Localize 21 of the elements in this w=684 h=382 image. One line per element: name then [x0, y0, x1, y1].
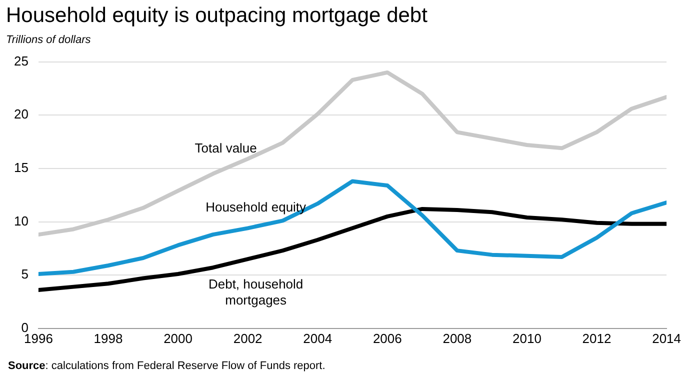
x-tick-label: 2012: [582, 330, 612, 346]
x-tick-label: 2006: [372, 330, 402, 346]
y-tick-label: 10: [14, 213, 28, 228]
y-tick-label: 25: [14, 53, 28, 68]
series-label: Total value: [194, 140, 257, 156]
x-tick-label: 2010: [512, 330, 542, 346]
x-tick-label: 2000: [164, 330, 192, 346]
y-tick-label: 5: [21, 266, 28, 282]
y-tick-label: 15: [14, 160, 28, 176]
x-tick-label: 2008: [442, 330, 472, 346]
x-tick-label: 2004: [303, 330, 332, 346]
x-tick-label: 2002: [233, 330, 262, 346]
x-tick-label: 1998: [94, 330, 123, 346]
series-label: Debt, household mortgages: [208, 276, 304, 308]
series-label: Household equity: [206, 200, 307, 215]
source-note: Source: calculations from Federal Reserve Flow of Funds report.: [8, 360, 326, 372]
x-tick-label: 2014: [652, 330, 681, 346]
y-tick-label: 0: [21, 320, 28, 335]
y-tick-label: 20: [14, 106, 28, 122]
y-axis-title: Trillions of dollars: [6, 34, 91, 46]
chart-title: Household equity is outpacing mortgage debt: [6, 4, 428, 28]
